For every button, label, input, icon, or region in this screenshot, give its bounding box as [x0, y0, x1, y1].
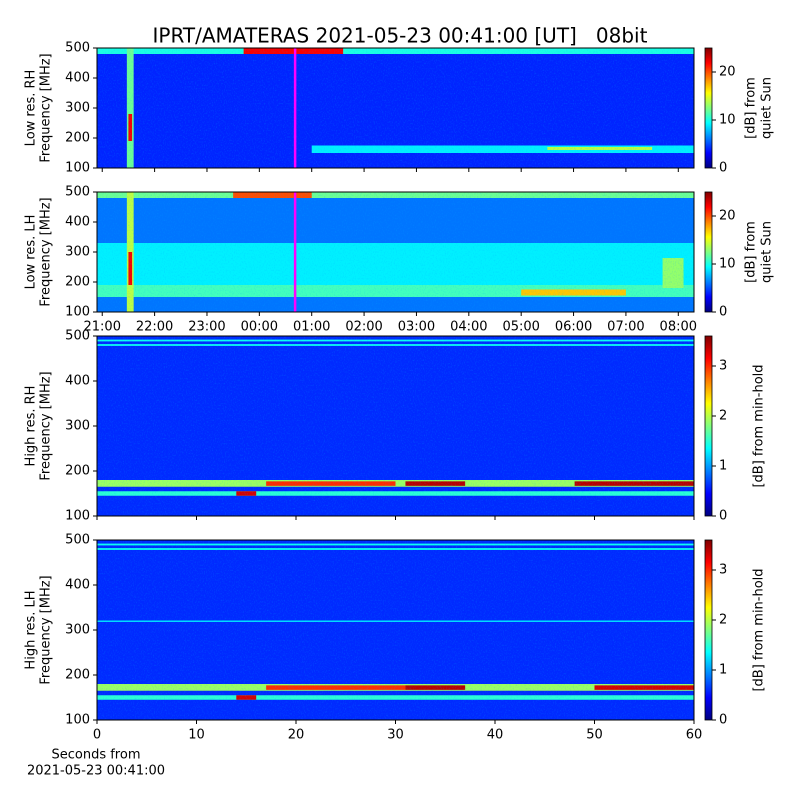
x-tick-label: 0	[93, 728, 101, 743]
y-tick-label: 100	[65, 509, 90, 524]
y-tick-label: 300	[65, 101, 90, 116]
x-tick-label: 23:00	[188, 320, 225, 335]
colorbar-label: [dB] from	[744, 77, 759, 139]
x-tick-label: 08:00	[660, 320, 697, 335]
y-tick-label: 100	[65, 161, 90, 176]
noise-texture	[97, 540, 694, 720]
noise-texture	[97, 336, 694, 516]
x-tick-label: 21:00	[84, 320, 121, 335]
y-tick-label: 500	[65, 41, 90, 56]
colorbar-tick-label: 3	[719, 563, 727, 578]
colorbar-tick-label: 1	[719, 459, 727, 474]
y-tick-label: 200	[65, 464, 90, 479]
y-tick-label: 400	[65, 71, 90, 86]
y-tick-label: 100	[65, 713, 90, 728]
x-tick-label: 01:00	[293, 320, 330, 335]
x-tick-label: 30	[387, 728, 404, 743]
colorbar	[704, 539, 713, 721]
colorbar	[704, 335, 713, 517]
y-axis-label: Frequency [MHz]	[39, 197, 54, 306]
colorbar-tick-label: 20	[719, 209, 736, 224]
y-tick-label: 100	[65, 305, 90, 320]
colorbar-label: quiet Sun	[760, 77, 775, 139]
y-tick-label: 400	[65, 215, 90, 230]
colorbar-tick-label: 0	[719, 509, 727, 524]
colorbar-label: [dB] from min-hold	[752, 568, 767, 691]
colorbar-tick-label: 0	[719, 713, 727, 728]
y-axis-label: High res. LH	[24, 590, 39, 669]
colorbar	[704, 191, 713, 313]
y-axis-label: Frequency [MHz]	[39, 53, 54, 162]
y-tick-label: 500	[65, 185, 90, 200]
colorbar-label: quiet Sun	[760, 221, 775, 283]
y-tick-label: 200	[65, 668, 90, 683]
chart-title: IPRT/AMATERAS 2021-05-23 00:41:00 [UT] 0…	[153, 24, 648, 48]
x-tick-label: 60	[686, 728, 703, 743]
x-axis-label: Seconds from	[51, 748, 140, 763]
colorbar-label: [dB] from	[744, 221, 759, 283]
colorbar-tick-label: 2	[719, 613, 727, 628]
colorbar-tick-label: 2	[719, 409, 727, 424]
y-tick-label: 400	[65, 374, 90, 389]
y-tick-label: 500	[65, 533, 90, 548]
x-tick-label: 10	[188, 728, 205, 743]
noise-texture	[97, 48, 694, 168]
colorbar-label: [dB] from min-hold	[752, 364, 767, 487]
y-tick-label: 200	[65, 275, 90, 290]
x-tick-label: 22:00	[136, 320, 173, 335]
x-tick-label: 05:00	[502, 320, 539, 335]
colorbar	[704, 47, 713, 169]
colorbar-tick-label: 0	[719, 305, 727, 320]
y-tick-label: 500	[65, 329, 90, 344]
y-tick-label: 300	[65, 245, 90, 260]
y-tick-label: 200	[65, 131, 90, 146]
y-tick-label: 400	[65, 578, 90, 593]
colorbar-tick-label: 3	[719, 359, 727, 374]
x-tick-label: 04:00	[450, 320, 487, 335]
colorbar-tick-label: 1	[719, 663, 727, 678]
x-tick-label: 03:00	[398, 320, 435, 335]
y-axis-label: Low res. RH	[24, 70, 39, 147]
y-tick-label: 300	[65, 419, 90, 434]
y-tick-label: 300	[65, 623, 90, 638]
colorbar-tick-label: 10	[719, 113, 736, 128]
y-axis-label: Frequency [MHz]	[39, 575, 54, 684]
x-tick-label: 20	[288, 728, 305, 743]
x-tick-label: 50	[586, 728, 603, 743]
x-axis-label: 2021-05-23 00:41:00	[27, 764, 165, 779]
y-axis-label: Frequency [MHz]	[39, 371, 54, 480]
colorbar-tick-label: 0	[719, 161, 727, 176]
y-axis-label: Low res. LH	[24, 215, 39, 290]
y-axis-label: High res. RH	[24, 386, 39, 467]
x-tick-label: 07:00	[607, 320, 644, 335]
colorbar-tick-label: 20	[719, 65, 736, 80]
x-tick-label: 00:00	[241, 320, 278, 335]
x-tick-label: 02:00	[345, 320, 382, 335]
noise-texture	[97, 192, 694, 312]
x-tick-label: 40	[487, 728, 504, 743]
colorbar-tick-label: 10	[719, 257, 736, 272]
x-tick-label: 06:00	[555, 320, 592, 335]
